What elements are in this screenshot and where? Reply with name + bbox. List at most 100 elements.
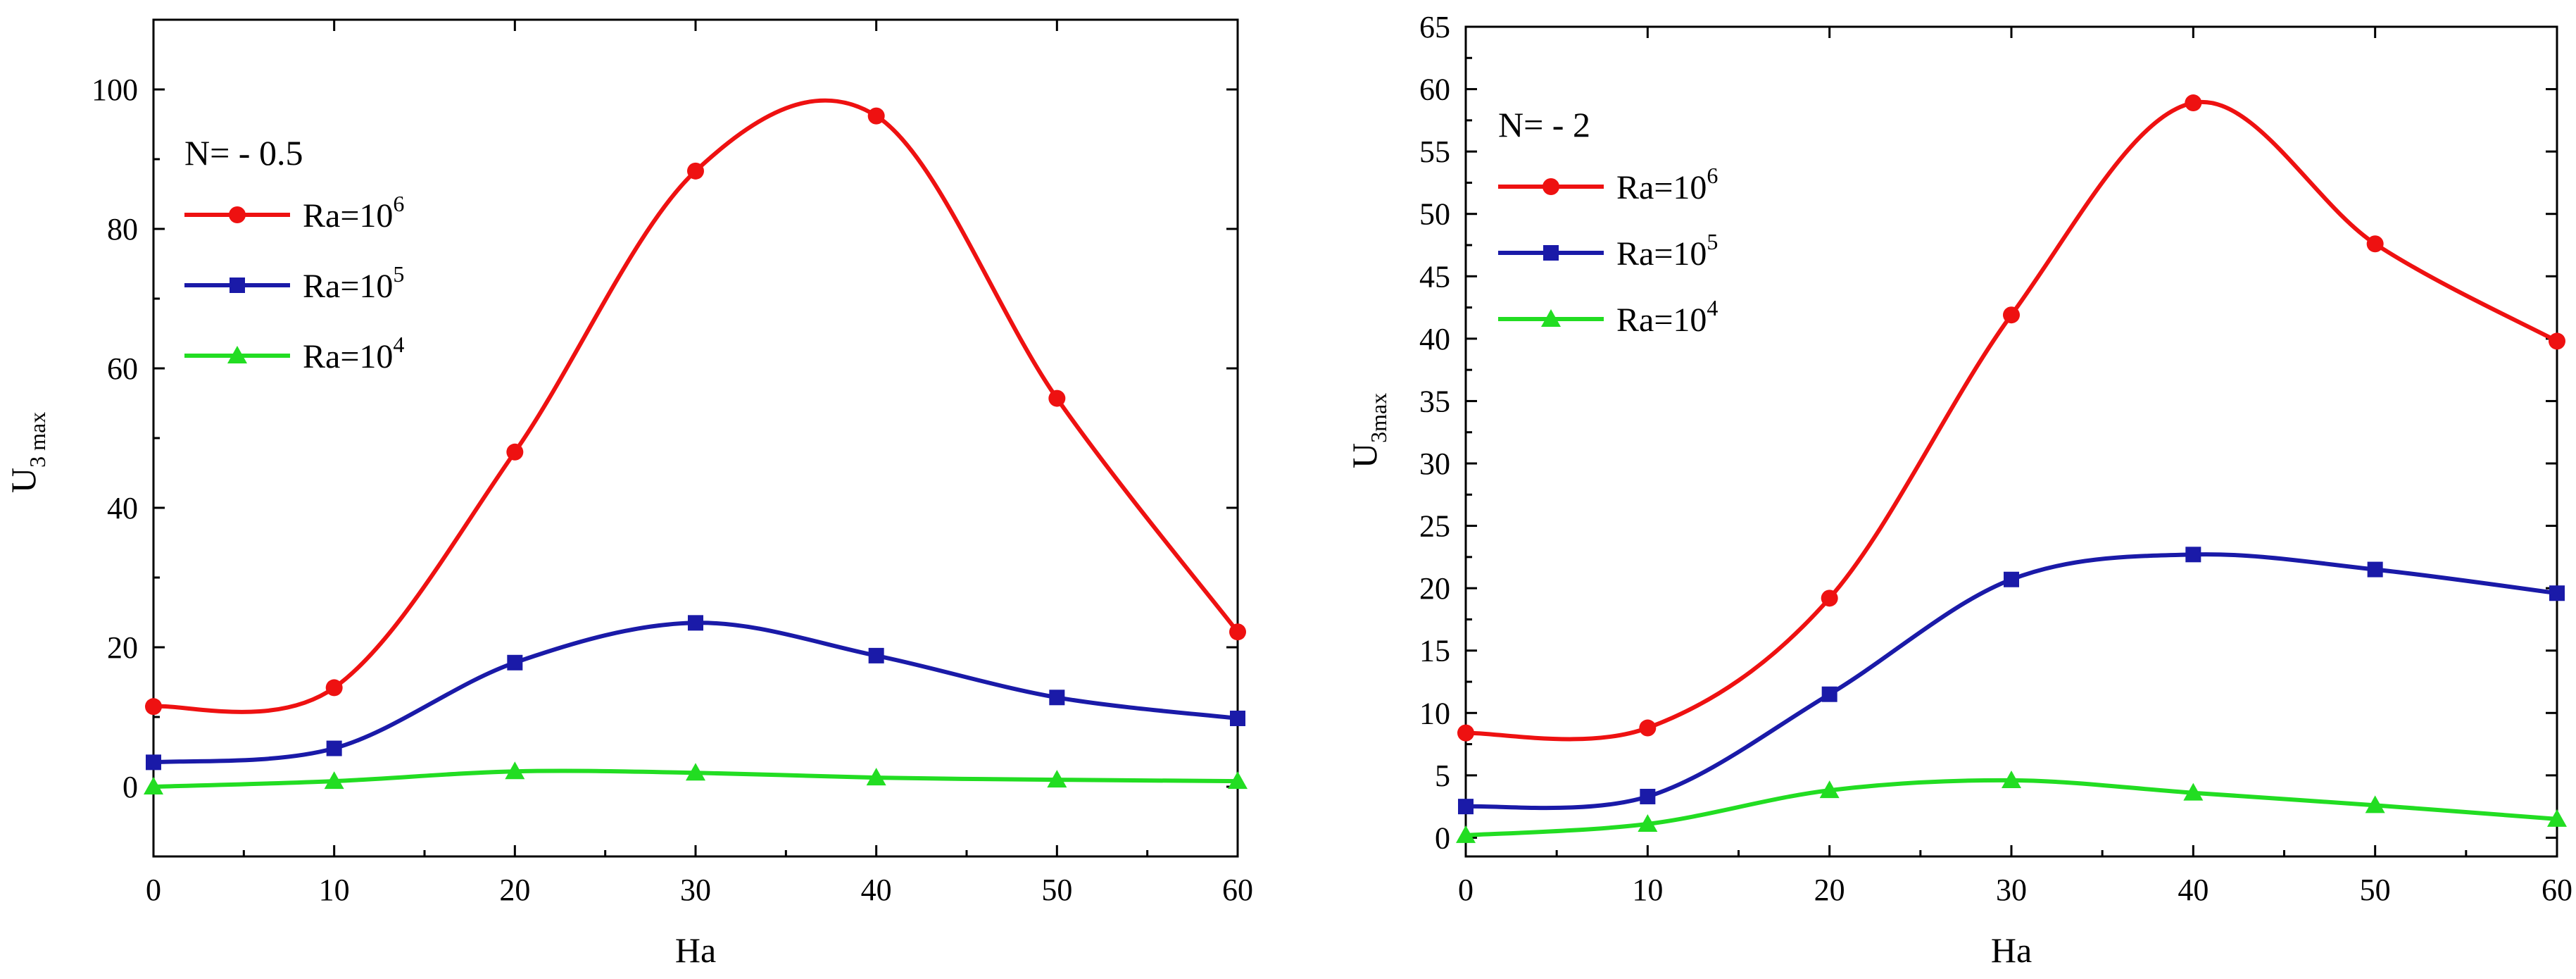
x-tick-label: 10 [319,873,350,907]
data-point-ra-1e4 [144,777,163,794]
y-tick-label: 0 [1435,821,1450,855]
x-tick-label: 20 [499,873,530,907]
data-point-ra-1e4 [866,768,886,786]
data-point-ra-1e4 [2183,782,2204,801]
legend-label-base: Ra=10 [303,338,393,375]
legend-label-exponent: 6 [1707,163,1718,188]
legend-label-6: Ra=106 [1616,163,1718,206]
legend-label-exponent: 4 [1707,295,1718,320]
legend-label-base: Ra=10 [1616,235,1707,273]
series-line-4 [1465,778,2558,837]
y-axis-label-main: U [1345,443,1384,468]
y-tick-label: 5 [1435,759,1450,793]
data-point-ra-1e4 [686,763,705,781]
y-tick-label: 20 [107,630,138,665]
legend-label-base: Ra=10 [1616,169,1707,206]
data-point-ra-1e4 [1456,825,1476,843]
y-tick-label: 40 [107,491,138,525]
n-annotation: N= - 2 [1498,105,1590,144]
y-tick-label: 40 [1419,322,1450,356]
legend-marker-5 [230,278,245,293]
series-line-5 [153,621,1238,765]
data-point-ra-1e6 [2549,332,2565,350]
legend-label-4: Ra=104 [1616,295,1718,339]
data-point-ra-1e4 [2365,795,2385,813]
legend-marker-4 [1541,309,1561,327]
data-point-ra-1e5 [1640,788,1656,804]
y-axis-label: U3max [1345,393,1391,468]
data-point-ra-1e4 [2002,770,2021,788]
y-tick-label: 80 [107,212,138,247]
data-point-ra-1e5 [2549,585,2565,601]
data-point-ra-1e6 [1457,724,1474,742]
y-tick-label: 15 [1419,634,1450,668]
data-point-ra-1e6 [2185,94,2202,112]
x-tick-label: 20 [1814,873,1845,907]
legend-label-5: Ra=105 [1616,229,1718,273]
data-point-ra-1e5 [2004,571,2019,587]
plot-frame [152,18,1239,858]
y-axis-label: U3 max [4,412,50,493]
legend-label-6: Ra=106 [303,191,404,235]
data-point-ra-1e5 [1049,690,1065,706]
data-point-ra-1e4 [1638,813,1658,832]
data-point-ra-1e5 [868,647,884,663]
data-point-ra-1e5 [507,654,523,671]
x-tick-label: 40 [2178,873,2209,907]
data-point-ra-1e6 [687,162,704,180]
legend-label-exponent: 4 [393,332,404,357]
chart-left: 0 10 20 30 40 50 60 0 20 40 60 80 100 Ha U3 max N= - 0.… [4,18,1253,970]
data-point-ra-1e4 [2547,809,2567,827]
chart-right: 0 10 20 30 40 50 6005101520253035404550556065H… [1345,10,2572,970]
x-axis-label: Ha [1991,930,2032,970]
data-point-ra-1e4 [1047,770,1067,788]
y-tick-label: 20 [1419,571,1450,606]
x-tick-label: 60 [2542,873,2572,907]
series-line-5 [1465,552,2558,811]
legend-label-base: Ra=10 [303,268,393,305]
legend-label-base: Ra=10 [1616,301,1707,339]
data-point-ra-1e6 [1821,590,1838,607]
data-point-ra-1e5 [326,740,342,756]
x-tick-label: 50 [2360,873,2391,907]
legend-marker-4 [227,346,247,363]
y-tick-label: 60 [107,351,138,386]
x-tick-label: 30 [680,873,711,907]
y-tick-label: 60 [1419,73,1450,107]
y-tick-label: 50 [1419,197,1450,232]
data-point-ra-1e6 [1229,623,1246,641]
legend-marker-6 [229,206,246,223]
legend-marker-5 [1543,245,1559,261]
legend-label-exponent: 5 [393,261,404,287]
x-tick-label: 10 [1632,873,1663,907]
legend-label-5: Ra=105 [303,261,404,305]
legend-label-exponent: 6 [393,191,404,216]
data-point-ra-1e5 [2367,561,2383,578]
data-point-ra-1e5 [688,615,703,631]
y-tick-label: 45 [1419,259,1450,294]
data-point-ra-1e6 [1048,389,1066,407]
data-point-ra-1e5 [1458,799,1474,815]
x-tick-label: 0 [1458,873,1474,907]
data-point-ra-1e4 [1819,780,1840,799]
data-point-ra-1e4 [505,761,525,780]
x-tick-label: 60 [1222,873,1253,907]
data-point-ra-1e6 [145,698,162,716]
data-point-ra-1e4 [324,771,344,790]
y-axis-label-main: U [4,468,43,493]
legend-marker-6 [1543,178,1559,195]
x-axis-label: Ha [675,930,716,970]
data-point-ra-1e6 [2366,235,2384,253]
data-point-ra-1e5 [1230,710,1245,726]
y-axis-label-subscript: 3 max [25,412,50,468]
y-tick-label: 25 [1419,509,1450,544]
x-tick-label: 0 [146,873,161,907]
legend-label-exponent: 5 [1707,229,1718,254]
legend-label-4: Ra=104 [303,332,404,375]
data-point-ra-1e6 [1639,719,1657,737]
x-tick-label: 40 [861,873,892,907]
y-tick-label: 65 [1419,10,1450,44]
y-axis-label-subscript: 3max [1366,393,1391,443]
data-point-ra-1e6 [325,679,343,697]
data-point-ra-1e6 [2003,306,2020,324]
